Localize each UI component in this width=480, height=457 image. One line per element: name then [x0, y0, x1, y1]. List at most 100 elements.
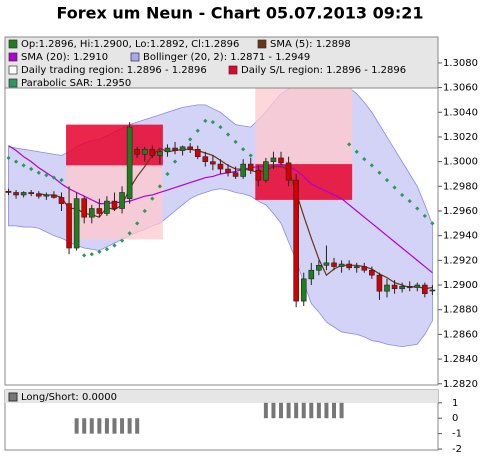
sar-dot [422, 213, 427, 219]
sar-dot [400, 192, 405, 198]
bar [316, 402, 321, 419]
candle-body [278, 157, 284, 164]
sar-dot [119, 238, 125, 243]
candle-body [323, 262, 330, 266]
sar-dot [377, 170, 382, 175]
y-tick-label: 1.2920 [443, 255, 478, 266]
candle-body [134, 148, 140, 155]
sar-dot [112, 243, 117, 248]
candle-body [104, 200, 110, 214]
y-tick-label: 1.3020 [443, 132, 478, 143]
legend-swatch [8, 392, 18, 402]
candle-body [429, 289, 436, 292]
candle-body [157, 151, 163, 156]
legend-swatch [257, 39, 267, 49]
y-tick-label: 1 [452, 398, 458, 409]
candle-body [391, 284, 398, 290]
sar-dot [415, 206, 420, 211]
candle-body [361, 266, 368, 271]
sl-region [255, 164, 353, 200]
bar [309, 402, 314, 419]
candle-body [81, 198, 87, 218]
bar [271, 402, 276, 419]
legend-label: Op:1.2896, Hi:1.2900, Lo:1.2892, Cl:1.28… [21, 39, 239, 50]
candle-body [346, 263, 352, 269]
bar [120, 418, 125, 434]
candle-body [20, 192, 27, 196]
candle-body [172, 147, 178, 151]
sar-dot [157, 184, 163, 189]
y-tick-label: 1.2860 [443, 329, 478, 340]
sar-dot [104, 247, 110, 252]
sar-dot [127, 231, 132, 236]
legend-swatch [130, 52, 140, 62]
sar-dot [142, 208, 147, 214]
candle-body [225, 168, 231, 174]
candle-body [316, 264, 322, 271]
legend-swatch [8, 52, 18, 62]
candle-body [96, 208, 103, 214]
bar [301, 402, 306, 419]
y-tick-label: 1.3080 [443, 58, 478, 69]
candle-body [28, 192, 35, 195]
candle-body [58, 197, 65, 204]
sar-dot [135, 221, 140, 226]
legend-label: Daily trading region: 1.2896 - 1.2896 [21, 65, 207, 76]
candle-body [119, 192, 125, 209]
candle-body [263, 161, 269, 181]
candle-body [270, 157, 277, 162]
bar [97, 418, 102, 434]
legend-swatch [8, 39, 18, 49]
candle-body [66, 203, 72, 249]
bar [332, 402, 337, 419]
legend-swatch [8, 78, 18, 88]
candle-body [308, 269, 315, 280]
sar-dot [51, 175, 57, 180]
legend-label: Daily S/L region: 1.2896 - 1.2896 [241, 65, 406, 76]
sar-dot [392, 185, 397, 190]
candle-body [247, 163, 254, 171]
sar-dot [241, 147, 246, 152]
candle-body [13, 192, 19, 196]
candle-body [126, 126, 133, 199]
candle-body [149, 148, 156, 156]
sar-dot [203, 118, 208, 124]
candle-body [187, 146, 193, 150]
candle-body [111, 200, 118, 209]
sar-dot [248, 153, 253, 158]
bar [74, 418, 79, 434]
bar [294, 402, 299, 419]
candle-body [232, 172, 239, 177]
candle-body [376, 274, 383, 292]
sar-dot [21, 163, 26, 168]
bar [135, 418, 140, 434]
candle-body [422, 284, 428, 294]
sar-dot [347, 142, 352, 147]
sar-dot [233, 139, 238, 145]
sar-dot [29, 166, 34, 172]
main-plot [5, 77, 436, 348]
candle-body [35, 193, 42, 197]
sar-dot [6, 155, 11, 161]
lower-plot [74, 402, 344, 434]
lower-label: Long/Short: 0.0000 [21, 392, 117, 403]
candle-body [406, 285, 413, 288]
y-tick-label: 0 [452, 413, 458, 424]
bar [324, 402, 329, 419]
sar-dot [225, 132, 231, 137]
sar-dot [44, 173, 49, 178]
bar [279, 402, 284, 419]
candle-body [255, 169, 262, 181]
y-tick-label: 1.2820 [443, 379, 478, 390]
candle-body [5, 190, 12, 193]
sl-region [66, 124, 163, 166]
legend-label: SMA (20): 1.2910 [21, 52, 108, 63]
bar [263, 402, 268, 419]
candle-body [217, 163, 224, 170]
bar [339, 402, 344, 419]
sar-dot [165, 171, 170, 177]
sar-dot [172, 159, 178, 164]
legend-box [4, 36, 439, 89]
sar-dot [384, 178, 390, 183]
sar-dot [89, 252, 94, 257]
